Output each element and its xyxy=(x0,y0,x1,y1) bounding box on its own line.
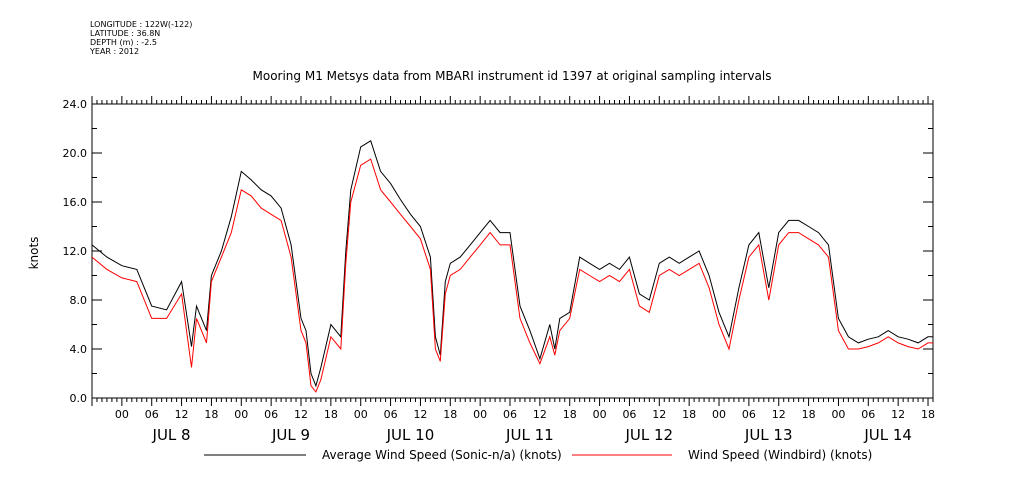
y-tick-label: 20.0 xyxy=(63,147,88,160)
y-tick-label: 16.0 xyxy=(63,196,88,209)
x-tick-label: 00 xyxy=(354,408,368,421)
x-tick-label: 06 xyxy=(742,408,756,421)
x-tick-label: 18 xyxy=(921,408,935,421)
day-label: JUL 9 xyxy=(271,426,310,444)
x-tick-label: 12 xyxy=(294,408,308,421)
x-tick-label: 12 xyxy=(652,408,666,421)
series-line-sonic xyxy=(91,140,933,388)
x-tick-label: 12 xyxy=(413,408,427,421)
depth-label: DEPTH (m) : -2.5 xyxy=(90,38,157,47)
latitude-label: LATITUDE : 36.8N xyxy=(90,29,161,38)
day-label: JUL 10 xyxy=(386,426,435,444)
x-tick-label: 18 xyxy=(443,408,457,421)
legend-label: Average Wind Speed (Sonic-n/a) (knots) xyxy=(322,448,562,462)
y-tick-label: 24.0 xyxy=(63,98,88,111)
mooring-metadata: LONGITUDE : 122W(-122) LATITUDE : 36.8N … xyxy=(90,20,192,56)
day-label: JUL 13 xyxy=(744,426,793,444)
x-tick-label: 06 xyxy=(861,408,875,421)
x-tick-label: 06 xyxy=(384,408,398,421)
x-tick-label: 12 xyxy=(891,408,905,421)
chart-title: Mooring M1 Metsys data from MBARI instru… xyxy=(253,69,772,83)
x-tick-label: 00 xyxy=(593,408,607,421)
x-tick-label: 18 xyxy=(324,408,338,421)
day-label: JUL 8 xyxy=(152,426,191,444)
legend-label: Wind Speed (Windbird) (knots) xyxy=(688,448,872,462)
x-tick-label: 00 xyxy=(115,408,129,421)
x-tick-label: 06 xyxy=(503,408,517,421)
x-tick-label: 18 xyxy=(563,408,577,421)
y-tick-label: 8.0 xyxy=(70,294,88,307)
x-tick-label: 06 xyxy=(264,408,278,421)
x-tick-label: 00 xyxy=(473,408,487,421)
x-tick-label: 18 xyxy=(802,408,816,421)
x-tick-label: 00 xyxy=(712,408,726,421)
plot-area: 0.0 4.0 8.0 12.0 16.0 20.0 24.0 00 06 12 18 00 06 12 1… xyxy=(63,96,935,462)
x-tick-label: 18 xyxy=(204,408,218,421)
y-tick-label: 12.0 xyxy=(63,245,88,258)
longitude-label: LONGITUDE : 122W(-122) xyxy=(90,20,193,29)
series-line-windbird xyxy=(91,158,933,393)
day-label: JUL 12 xyxy=(624,426,673,444)
x-tick-label: 18 xyxy=(682,408,696,421)
day-label: JUL 11 xyxy=(505,426,554,444)
y-tick-label: 4.0 xyxy=(70,343,88,356)
x-tick-label: 06 xyxy=(145,408,159,421)
x-tick-label: 12 xyxy=(533,408,547,421)
y-tick-label: 0.0 xyxy=(70,392,88,405)
year-label: YEAR : 2012 xyxy=(90,47,140,56)
y-axis-label: knots xyxy=(27,237,41,270)
x-tick-label: 00 xyxy=(234,408,248,421)
day-label: JUL 14 xyxy=(863,426,912,444)
x-tick-label: 00 xyxy=(831,408,845,421)
x-tick-label: 06 xyxy=(622,408,636,421)
x-tick-label: 12 xyxy=(772,408,786,421)
x-tick-label: 12 xyxy=(175,408,189,421)
